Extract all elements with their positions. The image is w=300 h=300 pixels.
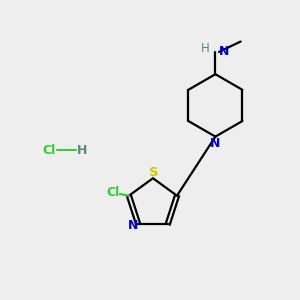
- Text: Cl: Cl: [42, 143, 56, 157]
- Text: N: N: [210, 137, 220, 150]
- Text: S: S: [149, 167, 158, 179]
- Text: Cl: Cl: [106, 186, 119, 199]
- Text: N: N: [128, 219, 138, 232]
- Text: H: H: [76, 143, 87, 157]
- Text: N: N: [219, 45, 229, 58]
- Text: H: H: [201, 42, 210, 55]
